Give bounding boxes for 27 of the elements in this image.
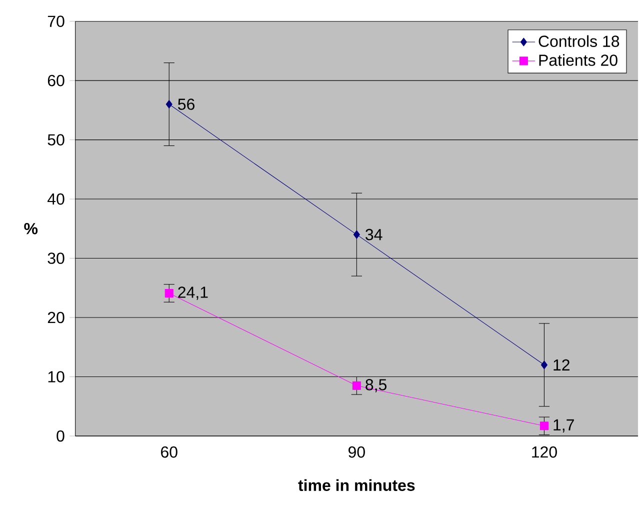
- y-tick-label: 40: [48, 193, 64, 205]
- point: [164, 288, 174, 298]
- y-axis-title: %: [24, 223, 38, 234]
- y-tick-label: 60: [48, 74, 64, 86]
- data-label: 56: [178, 98, 194, 110]
- data-label: 24,1: [178, 286, 208, 300]
- y-tick-label: 20: [48, 312, 64, 324]
- x-tick-label: 120: [532, 446, 557, 458]
- legend-label: Patients 20: [539, 54, 618, 66]
- data-label: 1,7: [554, 419, 574, 432]
- point: [166, 100, 172, 109]
- y-tick-label: 70: [48, 16, 64, 27]
- data-label: 8,5: [366, 379, 386, 392]
- point: [540, 422, 548, 430]
- y-tick-label: 30: [48, 252, 64, 264]
- data-label: 12: [554, 359, 570, 370]
- x-axis-title: time in minutes: [298, 479, 415, 491]
- y-tick-label: 50: [48, 134, 64, 146]
- point: [352, 381, 361, 390]
- data-label: 34: [366, 228, 382, 240]
- point: [353, 230, 360, 239]
- legend-label: Controls 18: [538, 35, 620, 47]
- y-tick-label: 10: [48, 371, 64, 382]
- x-tick-label: 60: [161, 446, 178, 458]
- y-tick-label: 0: [56, 430, 64, 442]
- point: [540, 360, 548, 370]
- x-tick-label: 90: [348, 446, 365, 458]
